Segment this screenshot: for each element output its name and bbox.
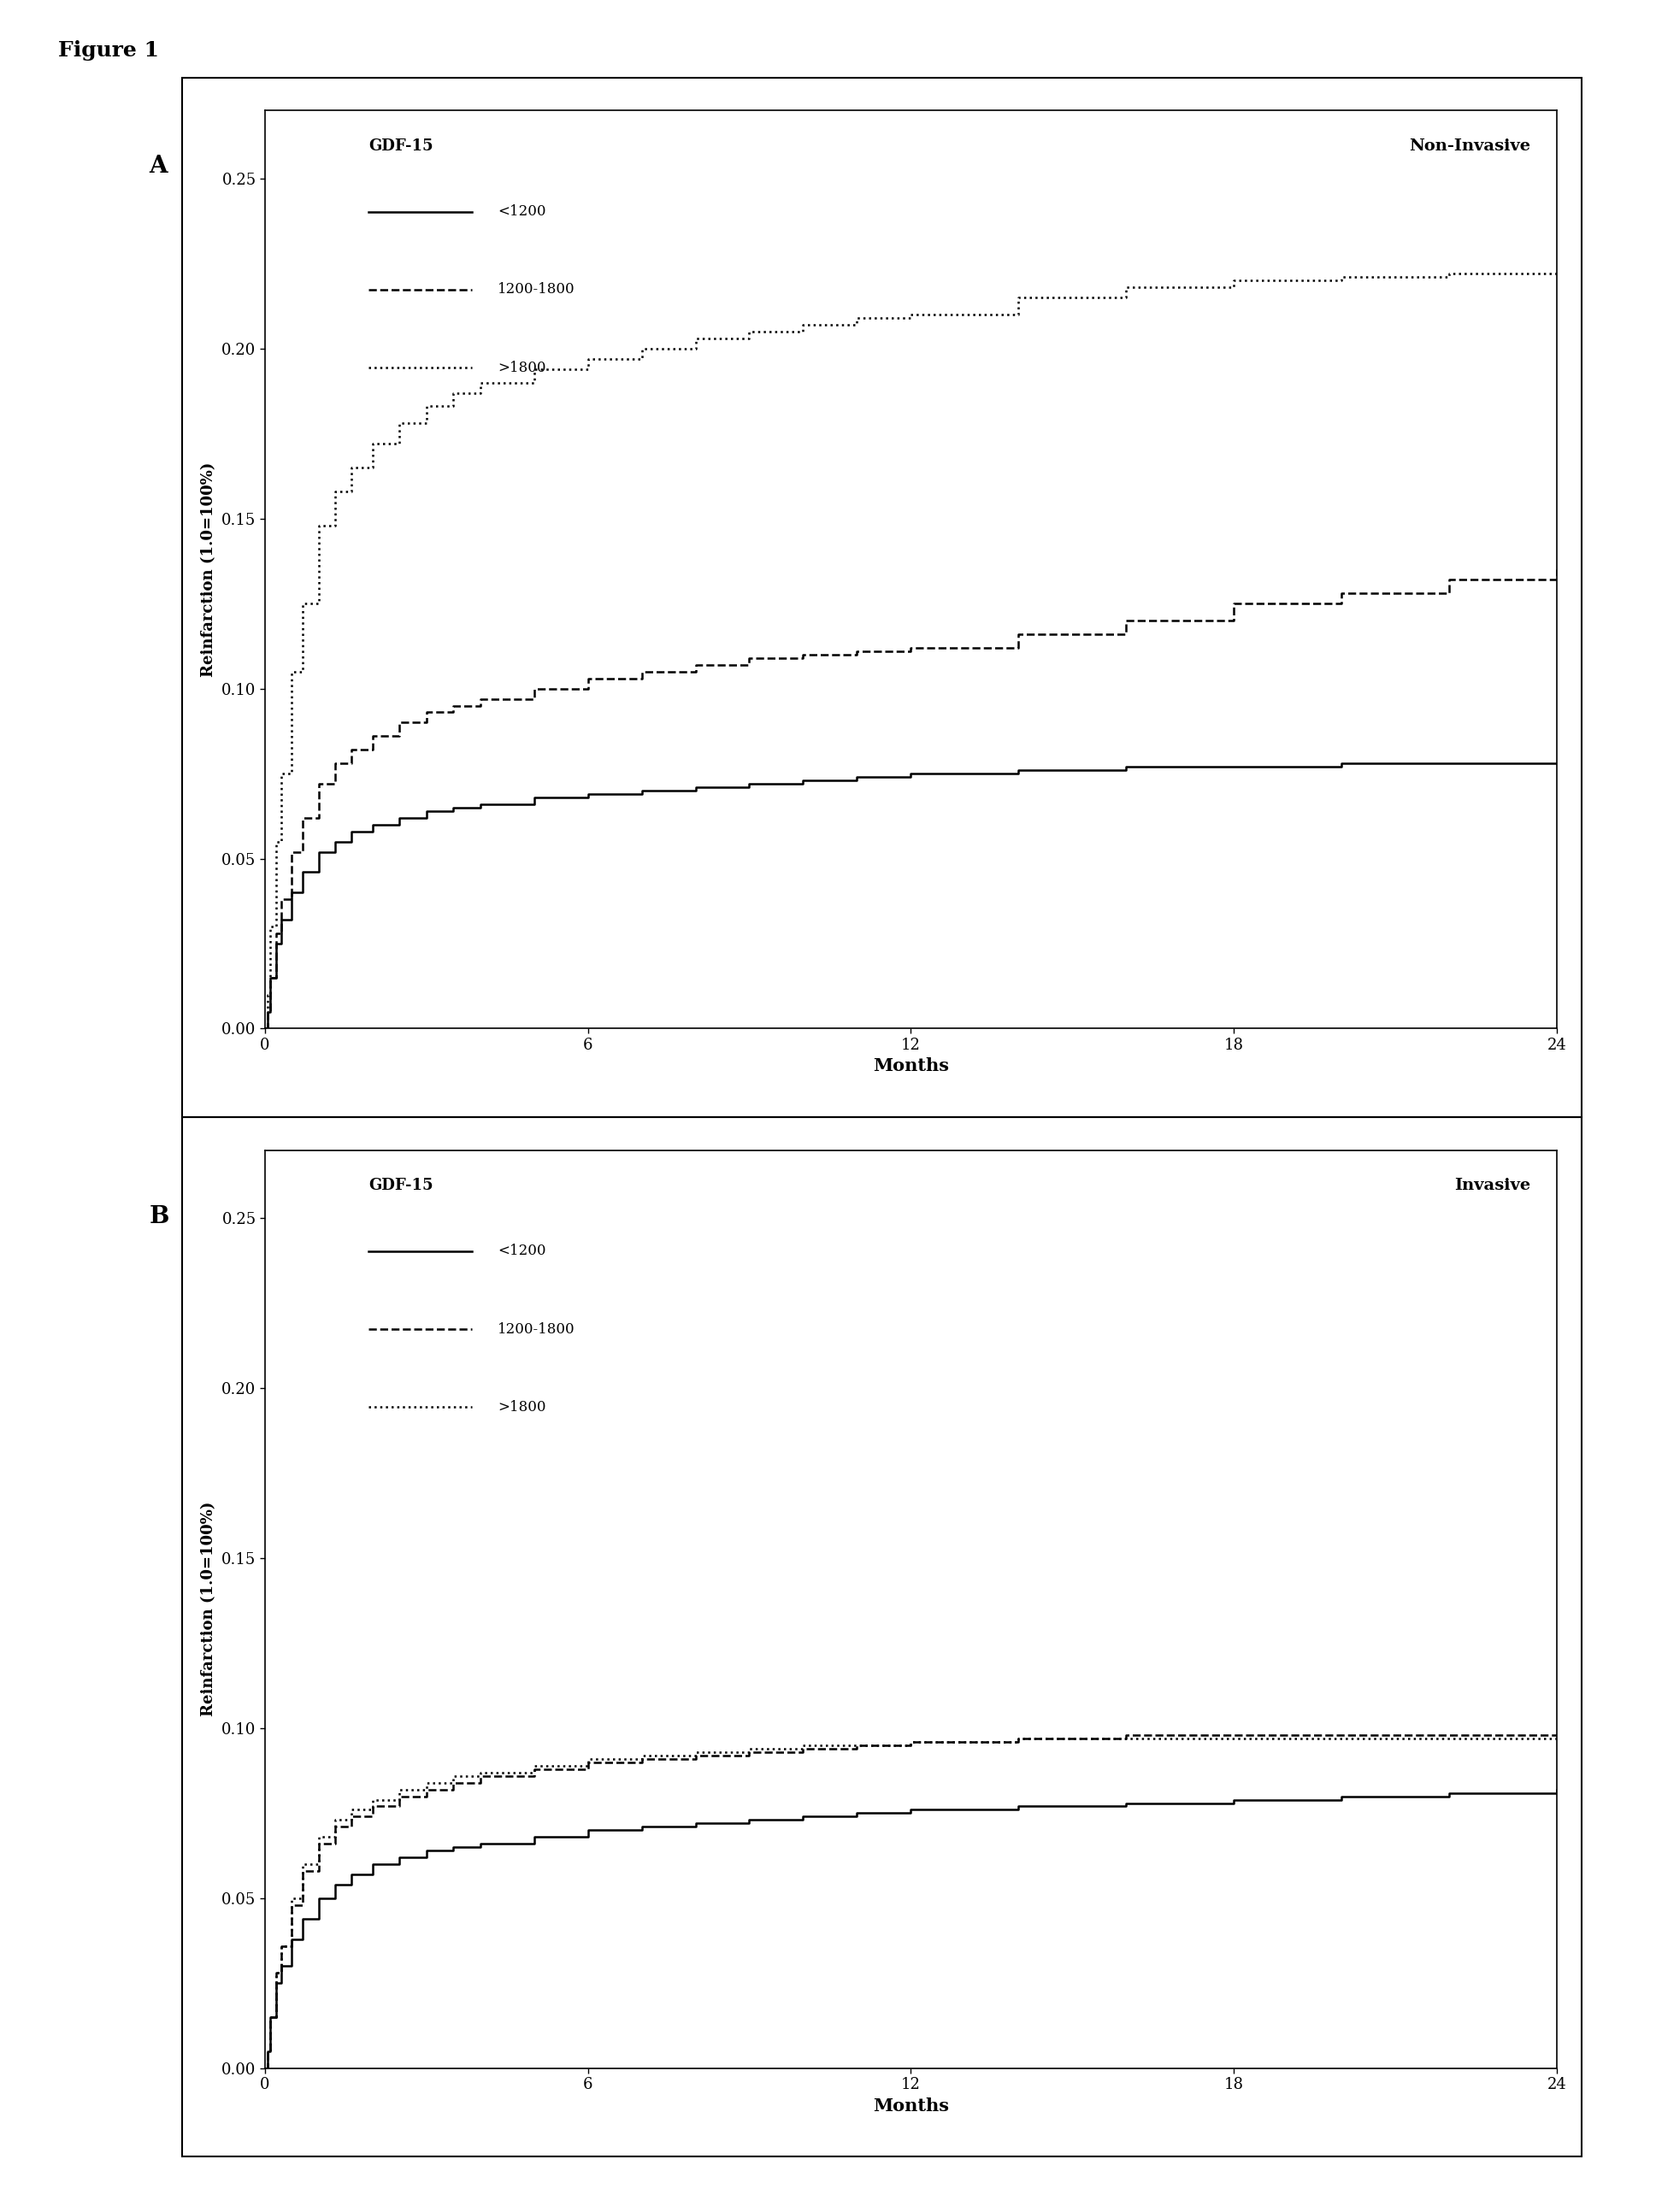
Text: Non-Invasive: Non-Invasive (1409, 137, 1530, 153)
Y-axis label: Reinfarction (1.0=100%): Reinfarction (1.0=100%) (202, 462, 217, 677)
Text: Figure 1: Figure 1 (58, 40, 159, 60)
Text: 1200-1800: 1200-1800 (497, 283, 575, 296)
Text: <1200: <1200 (497, 1243, 546, 1259)
Text: <1200: <1200 (497, 204, 546, 219)
Text: >1800: >1800 (497, 1400, 546, 1413)
Text: >1800: >1800 (497, 361, 546, 374)
Text: A: A (149, 155, 167, 177)
Text: B: B (149, 1206, 169, 1228)
Text: GDF-15: GDF-15 (368, 137, 432, 153)
Y-axis label: Reinfarction (1.0=100%): Reinfarction (1.0=100%) (202, 1502, 217, 1717)
X-axis label: Months: Months (873, 1057, 949, 1075)
Text: GDF-15: GDF-15 (368, 1177, 432, 1192)
X-axis label: Months: Months (873, 2097, 949, 2115)
Text: Invasive: Invasive (1454, 1177, 1530, 1192)
Text: 1200-1800: 1200-1800 (497, 1323, 575, 1336)
